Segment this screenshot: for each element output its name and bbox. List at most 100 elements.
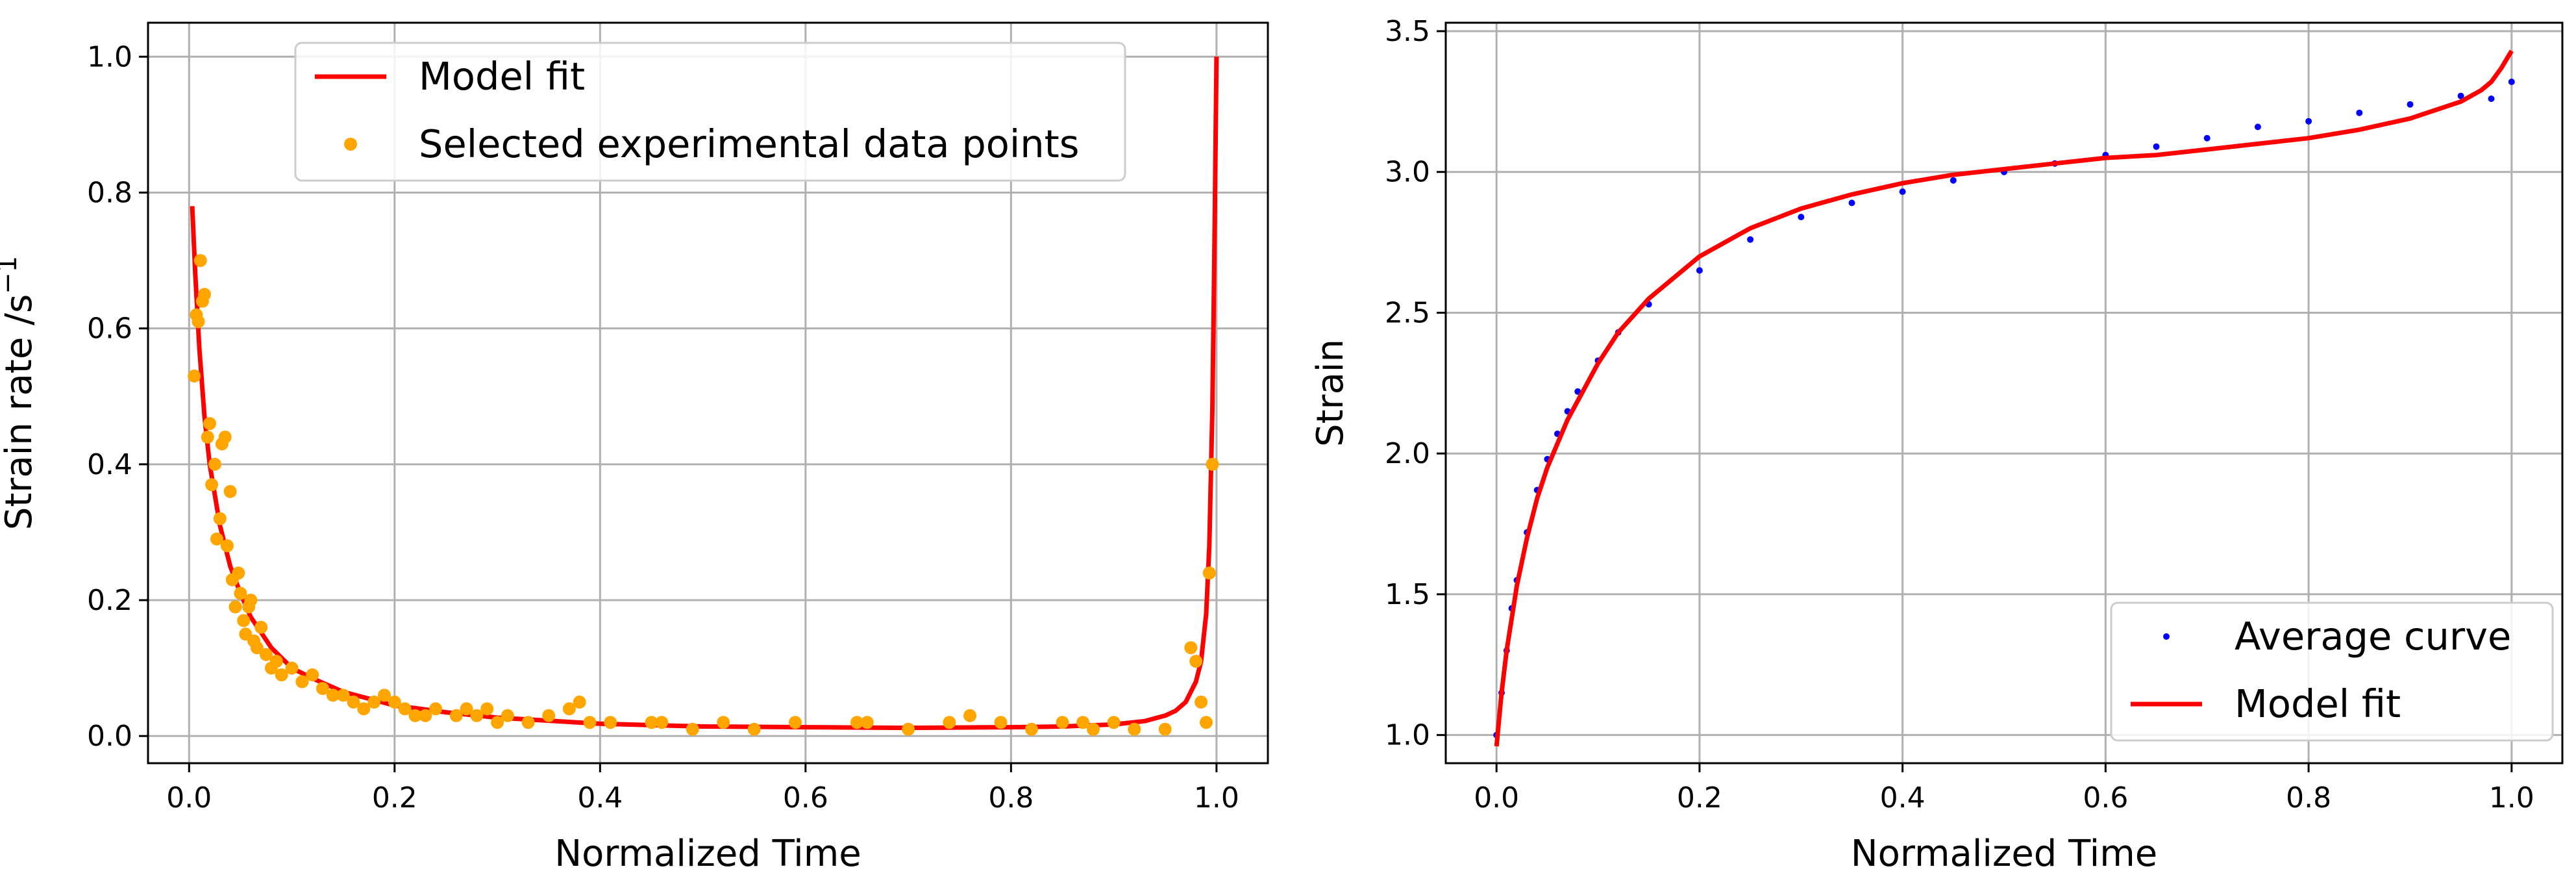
y-tick-label: 0.2: [87, 584, 132, 617]
y-tick-label: 1.5: [1385, 578, 1430, 611]
x-tick-label: 0.2: [372, 781, 417, 815]
data-point: [2407, 101, 2414, 108]
legend-label: Model fit: [419, 54, 585, 99]
data-point: [1195, 695, 1208, 709]
data-point: [1798, 214, 1805, 221]
x-tick-label: 0.4: [577, 781, 623, 815]
y-tick-label: 3.5: [1385, 15, 1430, 48]
data-point: [573, 695, 586, 709]
data-point: [860, 716, 874, 729]
data-point: [1025, 722, 1038, 736]
axes-frame: [147, 21, 1269, 764]
data-point: [501, 709, 514, 722]
data-point: [295, 675, 309, 688]
data-point: [1087, 722, 1100, 736]
data-point: [306, 668, 319, 681]
data-point: [419, 709, 432, 722]
data-point: [2457, 92, 2464, 99]
data-point: [285, 661, 299, 675]
data-point: [218, 431, 232, 444]
data-point: [1189, 655, 1203, 668]
data-point: [2203, 134, 2211, 142]
data-point: [326, 688, 340, 702]
y-axis-label: Strain: [1309, 339, 1352, 447]
data-point: [429, 702, 443, 716]
y-axis-label-text: Strain rate /s: [0, 294, 40, 530]
data-point: [943, 716, 956, 729]
legend-label: Selected experimental data points: [419, 121, 1080, 166]
data-point: [220, 539, 234, 553]
tick-labels: 0.0 0.2 0.4 0.6 0.8 1.0 1.0 1.5 2.0 2.5 3.0 3.5: [1385, 15, 2534, 815]
data-point: [1950, 177, 1957, 184]
data-point: [717, 716, 730, 729]
series-line-1: [1494, 49, 2514, 747]
data-point: [2254, 123, 2261, 131]
data-point: [2508, 79, 2515, 85]
data-point: [902, 722, 915, 736]
data-point: [213, 512, 227, 525]
data-point: [250, 641, 264, 655]
data-point: [347, 695, 360, 709]
data-point: [1202, 566, 1216, 580]
data-point: [1076, 716, 1090, 729]
data-point: [237, 614, 251, 627]
data-point: [583, 716, 597, 729]
x-tick-label: 0.0: [1474, 781, 1519, 815]
y-tick-label: 0.4: [87, 448, 132, 481]
y-tick-label: 2.0: [1385, 437, 1430, 470]
x-tick-label: 0.6: [2083, 781, 2128, 815]
y-axis-label-exponent: −1: [0, 256, 23, 294]
data-point: [2153, 143, 2160, 150]
data-point: [388, 695, 401, 709]
x-axis-label: Normalized Time: [1851, 833, 2157, 875]
y-axis-label: Strain rate /s−1: [0, 256, 40, 530]
legend-marker-swatch: [344, 138, 357, 151]
legend-label: Model fit: [2235, 681, 2401, 726]
data-point: [193, 254, 207, 268]
x-axis-label: Normalized Time: [554, 833, 861, 875]
data-point: [232, 566, 245, 580]
data-point: [1848, 199, 1855, 207]
data-point: [203, 417, 216, 431]
grid: [1446, 23, 2562, 763]
data-point: [449, 709, 463, 722]
data-point: [645, 716, 658, 729]
x-tick-label: 0.2: [1677, 781, 1722, 815]
data-point: [1899, 188, 1906, 196]
data-point: [260, 648, 273, 661]
data-point: [210, 532, 223, 546]
data-point: [542, 709, 556, 722]
legend: Model fit Selected experimental data poin…: [294, 42, 1126, 182]
y-tick-label: 0.0: [87, 720, 132, 753]
data-point: [994, 716, 1008, 729]
data-point: [2356, 109, 2363, 116]
y-tick-label: 0.6: [87, 312, 132, 346]
x-tick-label: 1.0: [1194, 781, 1239, 815]
data-point: [1184, 641, 1198, 655]
data-point: [963, 709, 977, 722]
data-point: [234, 587, 247, 600]
data-point: [747, 722, 761, 736]
data-point: [1158, 722, 1172, 736]
data-point: [208, 457, 221, 471]
y-tick-label: 1.0: [87, 40, 132, 73]
tick-labels: 0.0 0.2 0.4 0.6 0.8 1.0 0.0 0.2 0.4 0.6 0.8 1.0: [87, 40, 1239, 815]
legend-label: Average curve: [2235, 614, 2511, 659]
data-point: [367, 695, 381, 709]
data-point: [604, 716, 617, 729]
data-point: [188, 369, 201, 383]
data-point: [378, 688, 391, 702]
x-tick-label: 0.4: [1880, 781, 1926, 815]
data-point: [336, 688, 350, 702]
strain-chart: 0.0 0.2 0.4 0.6 0.8 1.0 1.0 1.5 2.0 2.5 3.0 3.5 Nor…: [1309, 15, 2564, 875]
x-tick-label: 1.0: [2489, 781, 2534, 815]
data-point: [244, 594, 258, 607]
data-point: [850, 716, 863, 729]
strain-rate-chart: 0.0 0.2 0.4 0.6 0.8 1.0 0.0 0.2 0.4 0.6 0.8 1.0 Nor…: [0, 21, 1269, 875]
x-tick-label: 0.8: [2286, 781, 2331, 815]
data-point: [408, 709, 422, 722]
data-point: [686, 722, 699, 736]
data-point: [398, 702, 412, 716]
data-point: [1696, 267, 1703, 274]
